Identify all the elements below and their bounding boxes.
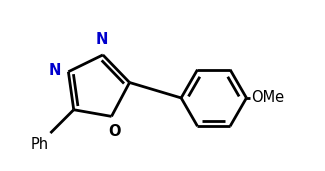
Text: O: O (108, 124, 121, 139)
Text: N: N (48, 63, 61, 78)
Text: N: N (95, 32, 108, 47)
Text: OMe: OMe (252, 90, 285, 106)
Text: Ph: Ph (31, 137, 48, 152)
